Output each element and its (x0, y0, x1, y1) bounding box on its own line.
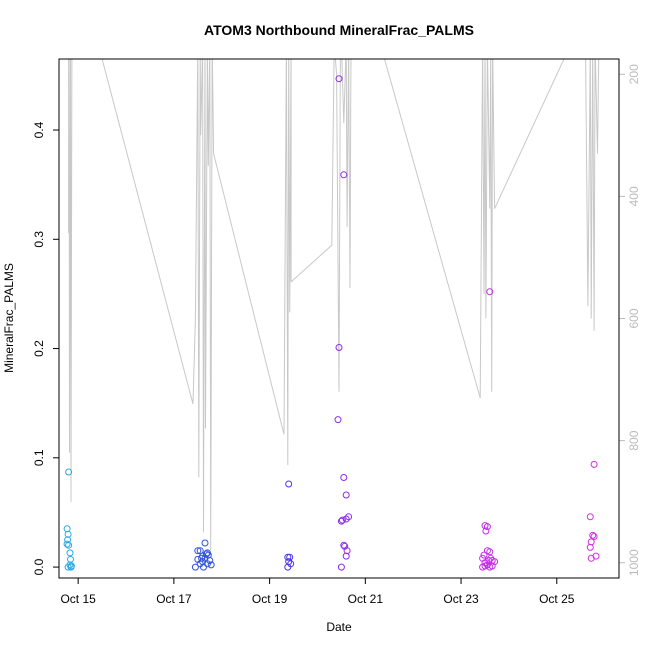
data-point (200, 563, 207, 571)
data-point (207, 561, 215, 569)
pressure-line-segment (101, 59, 194, 405)
data-point (342, 552, 350, 560)
data-point (486, 548, 494, 556)
data-point (337, 563, 345, 571)
y2-tick-label: 1000 (627, 549, 641, 576)
pressure-line-segment (213, 153, 285, 435)
pressure-line-segment (331, 59, 352, 392)
y-tick-label: 0.2 (32, 340, 46, 357)
data-point (483, 523, 491, 531)
data-point (206, 557, 214, 564)
pressure-line-segment (283, 59, 292, 466)
y2-tick-label: 600 (627, 308, 641, 328)
data-point (285, 480, 293, 488)
data-point (340, 474, 348, 481)
points-layer (63, 75, 600, 571)
data-point (586, 513, 594, 521)
data-point (335, 344, 343, 351)
pressure-line-segment (68, 59, 73, 502)
pressure-line-segment (192, 59, 215, 551)
data-point (335, 75, 343, 83)
data-point (589, 531, 597, 539)
data-point (64, 563, 72, 571)
x-tick-label: Oct 23 (443, 592, 479, 606)
data-point (287, 560, 295, 568)
data-point (67, 562, 75, 570)
data-point (486, 288, 494, 296)
data-point (590, 533, 598, 540)
x-tick-label: Oct 15 (60, 592, 96, 606)
data-point (342, 491, 350, 499)
pressure-line-segment (585, 59, 600, 331)
data-point (338, 516, 346, 524)
y2-tick-label: 400 (627, 186, 641, 206)
data-point (194, 547, 202, 555)
data-point (337, 517, 345, 525)
y2-tick-label: 200 (627, 64, 641, 84)
pressure-line-segment (384, 59, 481, 399)
y-axis-label: MineralFrac_PALMS (2, 263, 16, 373)
x-tick-label: Oct 17 (156, 592, 192, 606)
axes-layer: 0.0 0.1 0.2 0.3 0.4 Oct 15 Oct 17 Oct 19 Oct 21 O… (32, 58, 641, 606)
data-point (65, 541, 73, 549)
y2-tick-label: 800 (627, 430, 641, 450)
data-point (198, 554, 206, 562)
data-point (334, 416, 342, 424)
y-tick-label: 0.3 (32, 231, 46, 248)
pressure-line-segment (494, 59, 565, 209)
data-point (345, 513, 353, 521)
data-point (586, 543, 594, 551)
x-tick-label: Oct 21 (348, 592, 384, 606)
data-point (286, 553, 294, 561)
data-point (63, 525, 71, 533)
data-point (65, 468, 73, 476)
data-point (66, 549, 74, 557)
data-point (340, 171, 348, 179)
data-point (480, 551, 488, 559)
x-axis-label: Date (326, 620, 352, 634)
data-point (191, 563, 199, 571)
y-tick-label: 0.4 (32, 121, 46, 138)
pressure-line-segment (479, 59, 496, 398)
y-tick-label: 0.0 (32, 558, 46, 575)
data-point (63, 540, 71, 548)
data-point (201, 539, 209, 547)
data-point (587, 554, 595, 562)
pressure-line-segment (290, 244, 333, 283)
y-tick-label: 0.1 (32, 449, 46, 466)
data-point (488, 562, 496, 570)
data-point (284, 553, 292, 561)
x-tick-label: Oct 19 (252, 592, 288, 606)
data-point (481, 562, 489, 570)
plot-frame (58, 58, 620, 579)
data-point (587, 538, 595, 546)
data-point (202, 550, 210, 558)
data-point (482, 527, 490, 535)
chart-title: ATOM3 Northbound MineralFrac_PALMS (204, 22, 474, 38)
x-tick-label: Oct 25 (539, 592, 575, 606)
pressure-line-layer (68, 59, 600, 551)
data-point (66, 561, 74, 569)
data-point (340, 541, 348, 549)
data-point (590, 460, 598, 468)
